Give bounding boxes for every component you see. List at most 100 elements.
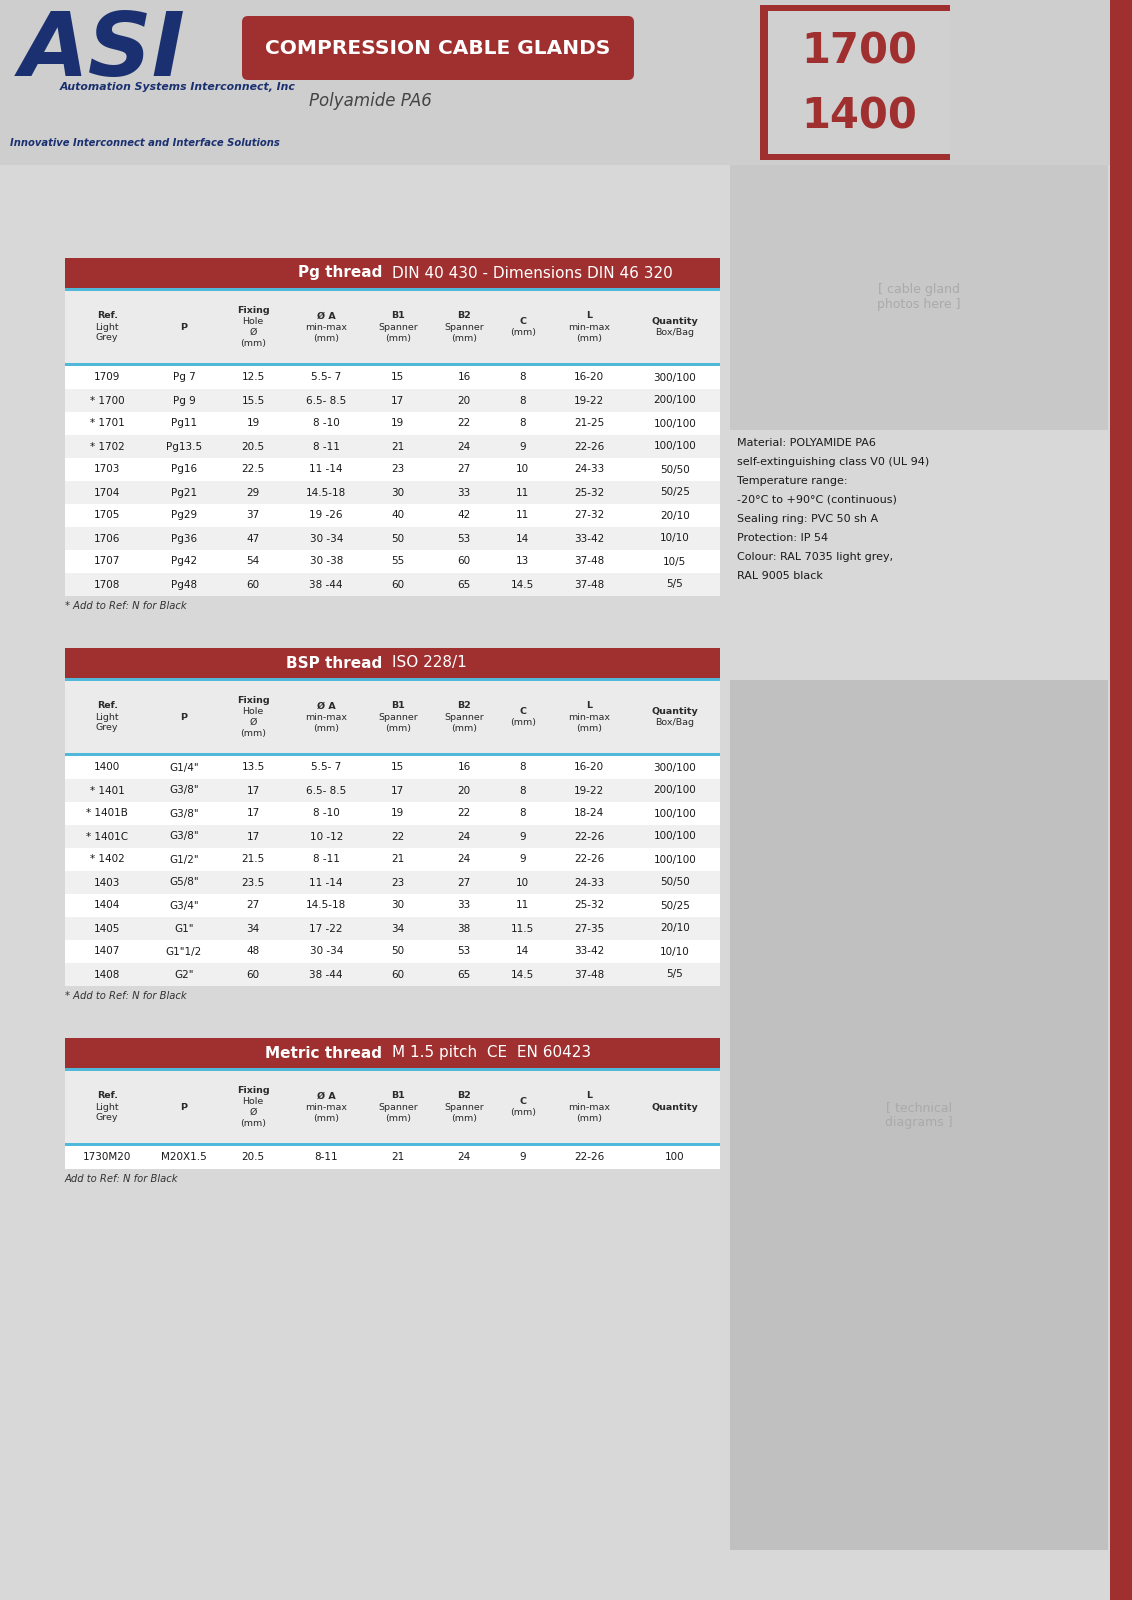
Text: 24-33: 24-33 — [574, 877, 604, 888]
Text: Hole: Hole — [242, 317, 264, 326]
Text: 50/25: 50/25 — [660, 901, 689, 910]
Text: Light: Light — [95, 323, 119, 331]
Text: 55: 55 — [392, 557, 404, 566]
Bar — [65, 550, 720, 573]
Text: 19: 19 — [392, 419, 404, 429]
Text: 100/100: 100/100 — [653, 832, 696, 842]
Text: 300/100: 300/100 — [653, 373, 696, 382]
Text: 47: 47 — [247, 533, 260, 544]
Bar — [65, 917, 720, 939]
Text: (mm): (mm) — [451, 723, 477, 733]
Text: 15.5: 15.5 — [241, 395, 265, 405]
Text: 9: 9 — [520, 1152, 526, 1163]
Text: Ø: Ø — [249, 1107, 257, 1117]
Text: [ technical
diagrams ]: [ technical diagrams ] — [885, 1101, 953, 1130]
Text: 10/5: 10/5 — [663, 557, 686, 566]
Text: min-max: min-max — [568, 323, 610, 331]
Text: 8 -11: 8 -11 — [312, 854, 340, 864]
Text: 27: 27 — [457, 464, 471, 475]
Text: 50: 50 — [392, 533, 404, 544]
Text: min-max: min-max — [568, 1102, 610, 1112]
Text: 16-20: 16-20 — [574, 373, 604, 382]
Text: 30: 30 — [392, 488, 404, 498]
Text: 14: 14 — [516, 947, 530, 957]
Text: 15: 15 — [392, 763, 404, 773]
Text: * 1701: * 1701 — [89, 419, 125, 429]
Text: 10/10: 10/10 — [660, 533, 689, 544]
Bar — [760, 154, 950, 160]
Text: Pg48: Pg48 — [171, 579, 197, 589]
Text: * Add to Ref: N for Black: * Add to Ref: N for Black — [65, 602, 187, 611]
Bar — [760, 5, 950, 160]
Text: 60: 60 — [392, 970, 404, 979]
FancyBboxPatch shape — [242, 16, 634, 80]
Text: G3/4": G3/4" — [169, 901, 199, 910]
Text: Sealing ring: PVC 50 sh A: Sealing ring: PVC 50 sh A — [737, 514, 878, 525]
Text: 18-24: 18-24 — [574, 808, 604, 819]
Text: 37: 37 — [247, 510, 260, 520]
Text: 22-26: 22-26 — [574, 832, 604, 842]
Text: Grey: Grey — [96, 723, 119, 733]
Text: Spanner: Spanner — [444, 1102, 483, 1112]
Text: 19: 19 — [392, 808, 404, 819]
Text: Material: POLYAMIDE PA6: Material: POLYAMIDE PA6 — [737, 438, 876, 448]
Text: Ø A: Ø A — [317, 312, 335, 320]
Text: Light: Light — [95, 712, 119, 722]
Text: * 1401C: * 1401C — [86, 832, 128, 842]
Text: 100/100: 100/100 — [653, 419, 696, 429]
Text: min-max: min-max — [306, 1102, 348, 1112]
Text: 22: 22 — [392, 832, 404, 842]
Text: 23: 23 — [392, 464, 404, 475]
Text: 34: 34 — [392, 923, 404, 933]
Text: 13.5: 13.5 — [241, 763, 265, 773]
Text: 23: 23 — [392, 877, 404, 888]
Bar — [65, 870, 720, 894]
Text: Ø: Ø — [249, 328, 257, 338]
Text: 37-48: 37-48 — [574, 970, 604, 979]
Text: (mm): (mm) — [314, 1114, 340, 1123]
Text: Ref.: Ref. — [96, 1091, 118, 1101]
Text: 11.5: 11.5 — [512, 923, 534, 933]
Text: B1: B1 — [391, 1091, 404, 1101]
Text: 20.5: 20.5 — [241, 1152, 265, 1163]
Text: 1708: 1708 — [94, 579, 120, 589]
Text: 30 -34: 30 -34 — [309, 947, 343, 957]
Bar — [65, 848, 720, 870]
Text: 19-22: 19-22 — [574, 786, 604, 795]
Text: Polyamide PA6: Polyamide PA6 — [309, 91, 431, 110]
Text: 1408: 1408 — [94, 970, 120, 979]
Text: G2": G2" — [174, 970, 194, 979]
Text: 5.5- 7: 5.5- 7 — [311, 763, 342, 773]
Text: 11 -14: 11 -14 — [309, 877, 343, 888]
Text: 22-26: 22-26 — [574, 854, 604, 864]
Text: Spanner: Spanner — [378, 712, 418, 722]
Text: (mm): (mm) — [240, 730, 266, 738]
Bar — [65, 802, 720, 826]
Text: Spanner: Spanner — [444, 712, 483, 722]
Text: 33-42: 33-42 — [574, 533, 604, 544]
Text: P: P — [180, 1102, 188, 1112]
Text: (mm): (mm) — [240, 339, 266, 349]
Text: 33-42: 33-42 — [574, 947, 604, 957]
Text: 8 -10: 8 -10 — [312, 419, 340, 429]
Text: * 1401B: * 1401B — [86, 808, 128, 819]
Text: COMPRESSION CABLE GLANDS: COMPRESSION CABLE GLANDS — [265, 38, 610, 58]
Text: 17: 17 — [247, 786, 260, 795]
Text: 20/10: 20/10 — [660, 510, 689, 520]
Text: 5.5- 7: 5.5- 7 — [311, 373, 342, 382]
Text: Pg21: Pg21 — [171, 488, 197, 498]
Bar — [65, 826, 720, 848]
Text: 27-35: 27-35 — [574, 923, 604, 933]
Bar — [65, 779, 720, 802]
Text: * Add to Ref: N for Black: * Add to Ref: N for Black — [65, 990, 187, 1002]
Text: B1: B1 — [391, 701, 404, 710]
Text: 24: 24 — [457, 832, 471, 842]
Text: G3/8": G3/8" — [169, 786, 199, 795]
Text: 1709: 1709 — [94, 373, 120, 382]
Bar — [65, 894, 720, 917]
Bar — [65, 757, 720, 779]
Bar — [760, 5, 950, 11]
Text: 8-11: 8-11 — [315, 1152, 338, 1163]
Text: 1403: 1403 — [94, 877, 120, 888]
Text: 10 -12: 10 -12 — [309, 832, 343, 842]
